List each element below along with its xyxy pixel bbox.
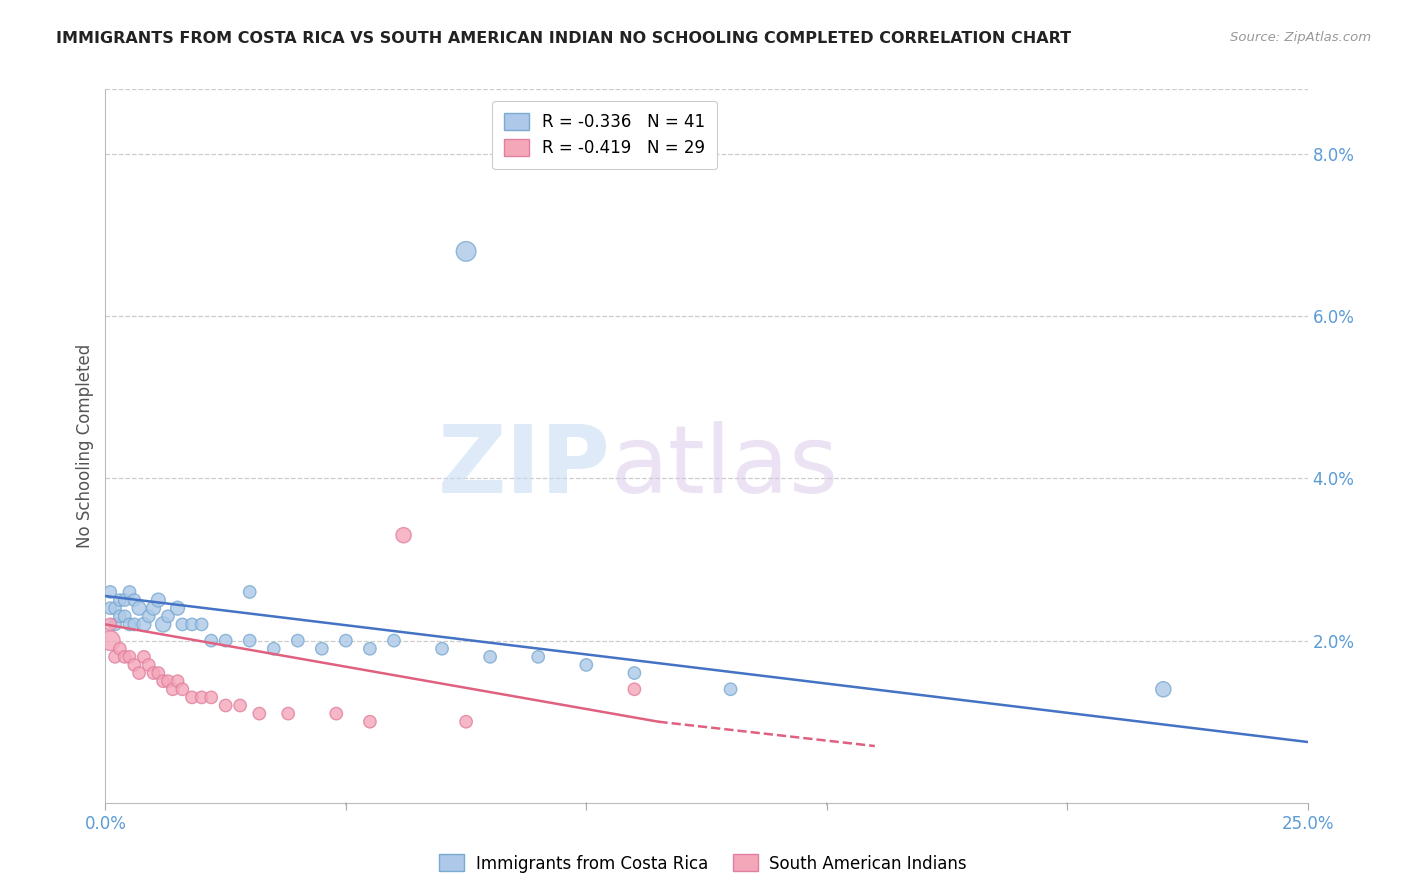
- Point: [138, 609, 160, 624]
- Point: [124, 617, 146, 632]
- Point: [527, 649, 550, 664]
- Point: [454, 714, 477, 729]
- Point: [98, 617, 121, 632]
- Point: [247, 706, 270, 721]
- Point: [623, 666, 645, 681]
- Point: [311, 641, 333, 656]
- Point: [325, 706, 347, 721]
- Point: [190, 617, 212, 632]
- Legend: R = -0.336   N = 41, R = -0.419   N = 29: R = -0.336 N = 41, R = -0.419 N = 29: [492, 101, 717, 169]
- Text: IMMIGRANTS FROM COSTA RICA VS SOUTH AMERICAN INDIAN NO SCHOOLING COMPLETED CORRE: IMMIGRANTS FROM COSTA RICA VS SOUTH AMER…: [56, 31, 1071, 46]
- Point: [181, 617, 204, 632]
- Point: [359, 714, 381, 729]
- Text: Source: ZipAtlas.com: Source: ZipAtlas.com: [1230, 31, 1371, 45]
- Point: [214, 698, 236, 713]
- Point: [156, 609, 179, 624]
- Point: [118, 617, 141, 632]
- Point: [277, 706, 299, 721]
- Point: [287, 633, 309, 648]
- Point: [430, 641, 453, 656]
- Point: [128, 666, 150, 681]
- Point: [152, 617, 174, 632]
- Point: [190, 690, 212, 705]
- Point: [132, 649, 155, 664]
- Point: [114, 609, 136, 624]
- Point: [359, 641, 381, 656]
- Point: [479, 649, 502, 664]
- Point: [575, 657, 598, 672]
- Point: [214, 633, 236, 648]
- Point: [263, 641, 285, 656]
- Text: atlas: atlas: [610, 421, 838, 514]
- Point: [623, 682, 645, 697]
- Point: [181, 690, 204, 705]
- Point: [454, 244, 477, 259]
- Point: [148, 666, 170, 681]
- Point: [200, 690, 222, 705]
- Point: [104, 617, 127, 632]
- Point: [98, 633, 121, 648]
- Point: [239, 633, 262, 648]
- Point: [239, 585, 262, 599]
- Point: [382, 633, 405, 648]
- Point: [124, 657, 146, 672]
- Point: [1152, 682, 1174, 697]
- Point: [124, 593, 146, 607]
- Point: [229, 698, 252, 713]
- Point: [114, 593, 136, 607]
- Point: [142, 601, 165, 615]
- Text: ZIP: ZIP: [437, 421, 610, 514]
- Point: [162, 682, 184, 697]
- Point: [132, 617, 155, 632]
- Point: [152, 674, 174, 689]
- Point: [128, 601, 150, 615]
- Point: [720, 682, 742, 697]
- Point: [156, 674, 179, 689]
- Point: [166, 674, 188, 689]
- Point: [172, 617, 194, 632]
- Point: [200, 633, 222, 648]
- Point: [104, 601, 127, 615]
- Y-axis label: No Schooling Completed: No Schooling Completed: [76, 344, 94, 548]
- Point: [172, 682, 194, 697]
- Point: [118, 585, 141, 599]
- Point: [104, 649, 127, 664]
- Point: [108, 593, 131, 607]
- Point: [108, 641, 131, 656]
- Point: [392, 528, 415, 542]
- Point: [166, 601, 188, 615]
- Point: [148, 593, 170, 607]
- Point: [108, 609, 131, 624]
- Point: [335, 633, 357, 648]
- Legend: Immigrants from Costa Rica, South American Indians: Immigrants from Costa Rica, South Americ…: [432, 847, 974, 880]
- Point: [98, 601, 121, 615]
- Point: [138, 657, 160, 672]
- Point: [114, 649, 136, 664]
- Point: [118, 649, 141, 664]
- Point: [142, 666, 165, 681]
- Point: [98, 585, 121, 599]
